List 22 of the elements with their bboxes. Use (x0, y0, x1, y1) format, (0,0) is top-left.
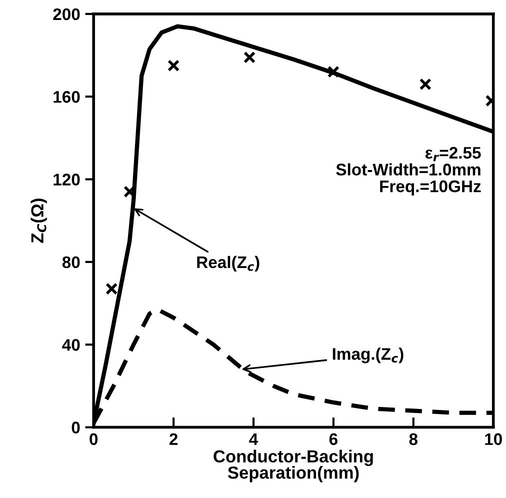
x-tick-label: 2 (170, 433, 178, 445)
x-tick-label: 4 (249, 433, 258, 445)
y-tick-label: 120 (54, 174, 80, 186)
x-tick-label: 6 (329, 433, 338, 446)
point (106, 282, 118, 295)
point (419, 78, 432, 90)
point (327, 66, 340, 78)
y-tick-label: 40 (62, 339, 80, 351)
annotation: Real(Z$_{c}$) (197, 256, 260, 272)
x-tick-label: 8 (409, 433, 418, 446)
y-tick-label: 160 (54, 91, 80, 103)
y-tick-label: 80 (62, 256, 80, 268)
y-tick-label: 200 (53, 8, 80, 20)
x-axis-title: Conductor-Backing Separation(mm) (214, 450, 373, 482)
point (243, 51, 256, 64)
annotation: Imag.(Z$_{c}$) (332, 348, 404, 364)
y-tick-label: 0 (72, 422, 80, 434)
x-tick-label: 10 (485, 433, 502, 446)
annotation: ε$_{r}$=2.55 Slot-Width=1.0mm Freq.=10GHz (336, 146, 481, 196)
x-tick-label: 0 (90, 433, 98, 446)
point (168, 60, 180, 72)
y-axis-title: Z$_{C}$(Ω) (30, 198, 47, 243)
